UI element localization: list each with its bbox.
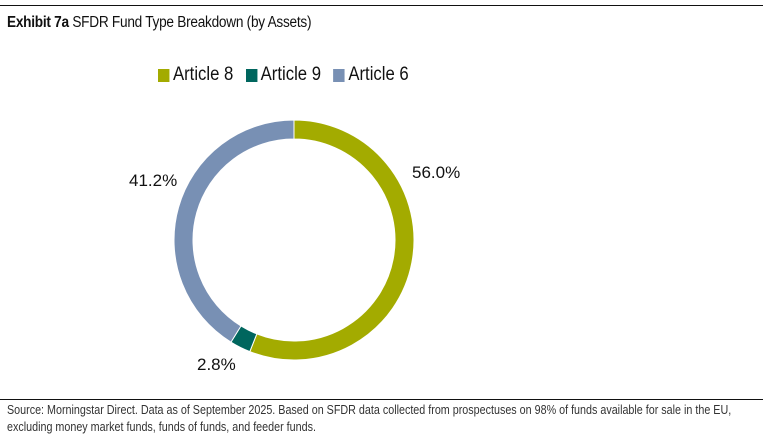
top-rule	[0, 5, 763, 6]
data-label-article-6: 41.2%	[129, 171, 177, 190]
bottom-rule	[0, 399, 763, 400]
chart-title: Exhibit 7a SFDR Fund Type Breakdown (by …	[7, 14, 312, 31]
source-line: excluding money market funds, funds of f…	[7, 420, 316, 434]
legend-swatch	[158, 68, 170, 82]
legend-swatch	[245, 68, 258, 82]
slice-article-6	[173, 119, 295, 343]
legend-swatch	[333, 68, 345, 82]
legend-item-article-6: Article 6	[333, 64, 409, 86]
data-label-article-8: 56.0%	[412, 163, 460, 182]
legend-item-article-9: Article 9	[245, 64, 321, 86]
data-label-article-9: 2.8%	[197, 355, 236, 374]
source-note: Source: Morningstar Direct. Data as of S…	[7, 402, 731, 436]
source-line: Source: Morningstar Direct. Data as of S…	[7, 403, 732, 417]
legend-item-article-8: Article 8	[158, 64, 233, 86]
legend: Article 8 Article 9 Article 6	[158, 64, 409, 86]
slice-article-8	[249, 119, 415, 361]
